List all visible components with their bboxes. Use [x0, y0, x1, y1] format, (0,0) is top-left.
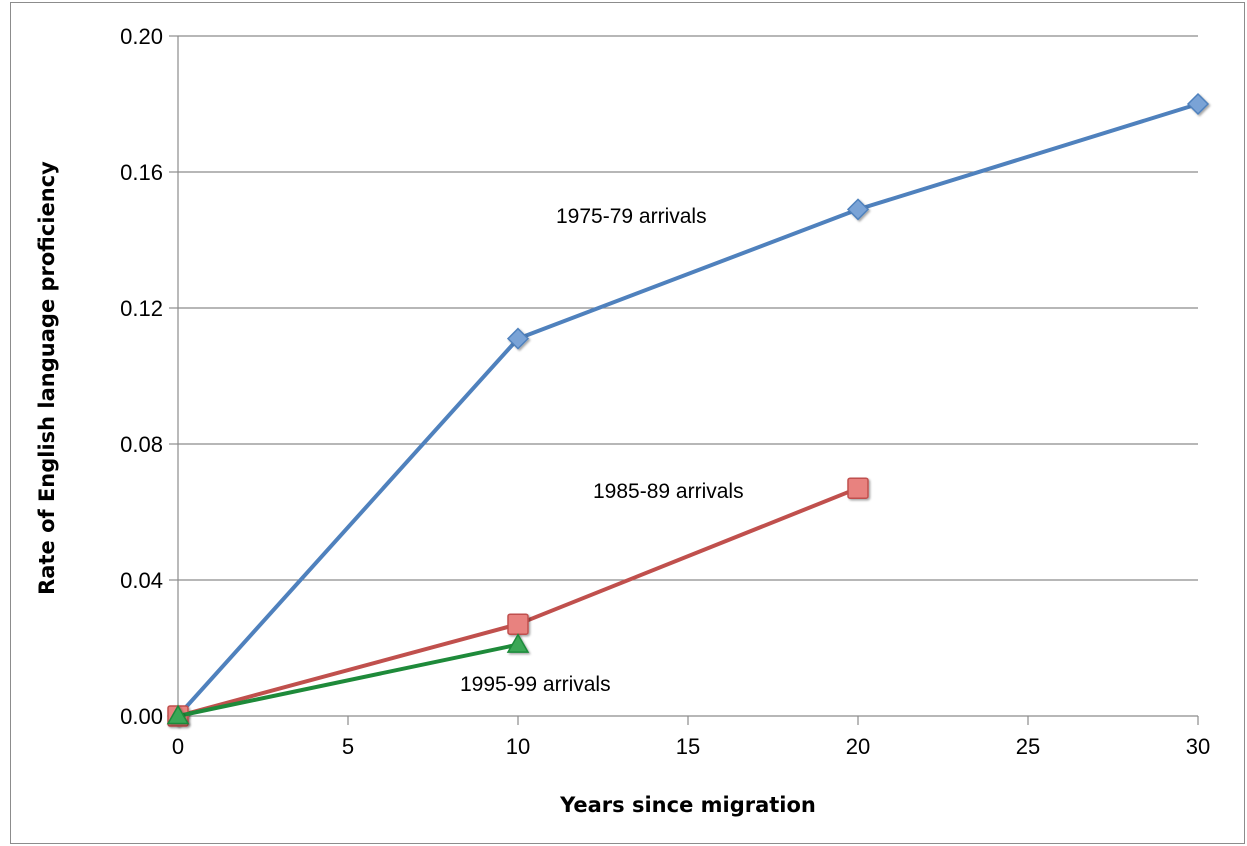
- gridlines: [178, 35, 1198, 581]
- y-tick-label: 0.20: [120, 24, 163, 49]
- y-tick-label: 0.08: [120, 432, 163, 457]
- data-point: [1186, 92, 1210, 116]
- x-tick-label: 20: [846, 734, 870, 759]
- chart-frame: 0.00 0.04 0.08 0.12 0.16 0.20 0 5 10 15 20 25 30 Yea…: [10, 2, 1245, 844]
- y-tick-label: 0.16: [120, 160, 163, 185]
- labels: Years since migration Rate of English la…: [35, 161, 816, 817]
- y-tick-label: 0.04: [120, 568, 163, 593]
- data-point: [506, 633, 530, 653]
- data-point: [506, 327, 530, 350]
- x-axis-title: Years since migration: [559, 793, 816, 817]
- data-point: [166, 704, 190, 725]
- series-label-1985-89: 1985-89 arrivals: [593, 480, 744, 503]
- data-point: [847, 477, 869, 499]
- series-label-1995-99: 1995-99 arrivals: [460, 673, 611, 696]
- series-line: [176, 102, 1199, 718]
- series-1975-79-arrivals: [166, 92, 1210, 728]
- y-tick-label: 0.00: [120, 704, 163, 729]
- y-axis-title: Rate of English language proficiency: [35, 161, 59, 595]
- data-point: [846, 198, 870, 221]
- x-tick-label: 5: [342, 734, 354, 759]
- x-tick-label: 25: [1016, 734, 1040, 759]
- axes: 0.00 0.04 0.08 0.12 0.16 0.20 0 5 10 15 20 25 30: [120, 24, 1210, 759]
- series-label-1975-79: 1975-79 arrivals: [556, 205, 707, 228]
- data-point: [507, 613, 529, 635]
- x-tick-label: 15: [676, 734, 700, 759]
- series-1995-99-arrivals: [166, 633, 530, 725]
- x-tick-label: 0: [172, 734, 184, 759]
- line-chart: 0.00 0.04 0.08 0.12 0.16 0.20 0 5 10 15 20 25 30 Yea…: [35, 24, 1210, 817]
- y-tick-label: 0.12: [120, 296, 163, 321]
- series-lines: [166, 92, 1210, 728]
- x-tick-label: 30: [1186, 734, 1210, 759]
- series-line: [177, 642, 519, 718]
- x-tick-label: 10: [506, 734, 530, 759]
